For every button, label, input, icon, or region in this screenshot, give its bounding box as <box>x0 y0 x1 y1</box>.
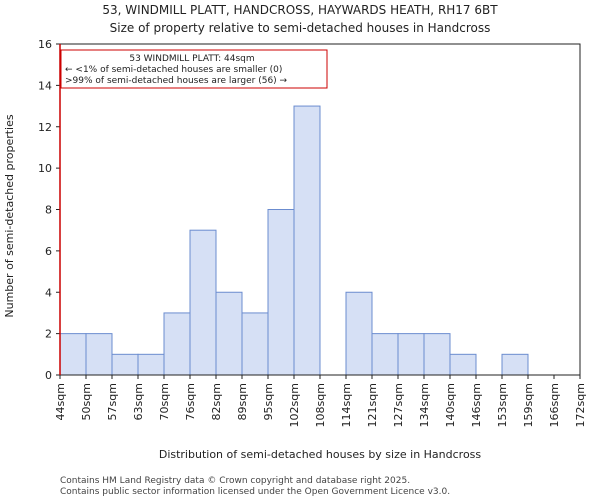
annotation-box: 53 WINDMILL PLATT: 44sqm ← <1% of semi-d… <box>60 49 328 89</box>
x-tick-label: 50sqm <box>80 383 93 420</box>
bar-70sqm <box>163 312 191 376</box>
annotation-line-1: 53 WINDMILL PLATT: 44sqm <box>129 54 254 64</box>
bar-76sqm <box>189 229 217 376</box>
bar-153sqm <box>501 353 529 376</box>
chart-title: 53, WINDMILL PLATT, HANDCROSS, HAYWARDS … <box>102 3 498 17</box>
bar-82sqm <box>215 291 243 376</box>
x-tick-label: 166sqm <box>548 383 561 427</box>
bar-134sqm <box>423 333 451 376</box>
bar-114sqm <box>345 291 373 376</box>
bar-63sqm <box>137 353 165 376</box>
x-tick-label: 95sqm <box>262 383 275 420</box>
y-tick-label: 4 <box>45 286 52 299</box>
y-tick-label: 10 <box>38 162 52 175</box>
annotation-line-3: >99% of semi-detached houses are larger … <box>65 76 288 86</box>
y-tick-label: 6 <box>45 245 52 258</box>
y-tick-label: 12 <box>38 121 52 134</box>
x-tick-label: 172sqm <box>574 383 587 427</box>
y-tick-label: 2 <box>45 328 52 341</box>
chart-subtitle: Size of property relative to semi-detach… <box>110 21 491 35</box>
x-tick-label: 102sqm <box>288 383 301 427</box>
bar-102sqm <box>293 105 321 376</box>
bar-89sqm <box>241 312 269 376</box>
x-tick-label: 57sqm <box>106 383 119 420</box>
x-tick-label: 44sqm <box>54 383 67 420</box>
y-axis: 0 2 4 6 8 10 12 14 16 <box>38 38 60 382</box>
bar-121sqm <box>371 333 399 376</box>
x-tick-label: 108sqm <box>314 383 327 427</box>
x-tick-label: 63sqm <box>132 383 145 420</box>
annotation-line-2: ← <1% of semi-detached houses are smalle… <box>65 65 282 75</box>
x-tick-label: 127sqm <box>392 383 405 427</box>
bars-group <box>59 105 529 376</box>
x-tick-label: 89sqm <box>236 383 249 420</box>
bar-50sqm <box>85 333 113 376</box>
x-tick-label: 134sqm <box>418 383 431 427</box>
x-axis-label: Distribution of semi-detached houses by … <box>159 448 482 461</box>
y-tick-label: 14 <box>38 79 52 92</box>
x-tick-label: 114sqm <box>340 383 353 427</box>
bar-140sqm <box>449 353 477 376</box>
y-tick-label: 0 <box>45 369 52 382</box>
x-tick-label: 76sqm <box>184 383 197 420</box>
x-tick-label: 159sqm <box>522 383 535 427</box>
y-tick-label: 16 <box>38 38 52 51</box>
x-tick-label: 153sqm <box>496 383 509 427</box>
y-axis-label: Number of semi-detached properties <box>3 114 16 317</box>
x-tick-label: 82sqm <box>210 383 223 420</box>
footer-line-2: Contains public sector information licen… <box>60 487 450 497</box>
bar-127sqm <box>397 333 425 376</box>
footer-line-1: Contains HM Land Registry data © Crown c… <box>60 476 410 486</box>
x-axis: 44sqm 50sqm 57sqm 63sqm 70sqm 76sqm 82sqm 89sqm… <box>54 375 587 427</box>
bar-95sqm <box>267 209 295 376</box>
y-tick-label: 8 <box>45 204 52 217</box>
x-tick-label: 146sqm <box>470 383 483 427</box>
x-tick-label: 140sqm <box>444 383 457 427</box>
bar-44sqm <box>59 333 87 376</box>
bar-57sqm <box>111 353 139 376</box>
x-tick-label: 121sqm <box>366 383 379 427</box>
x-tick-label: 70sqm <box>158 383 171 420</box>
